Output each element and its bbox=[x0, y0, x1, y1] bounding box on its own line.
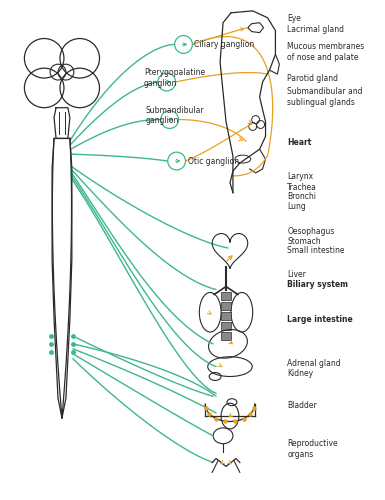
Text: Large intestine: Large intestine bbox=[287, 314, 353, 324]
Text: Bladder: Bladder bbox=[287, 401, 317, 410]
Bar bbox=[221, 292, 231, 300]
Text: Kidney: Kidney bbox=[287, 369, 313, 378]
Text: Oesophagus: Oesophagus bbox=[287, 226, 335, 235]
Text: Otic ganglion: Otic ganglion bbox=[189, 156, 239, 166]
Text: Small intestine: Small intestine bbox=[287, 246, 345, 256]
Bar bbox=[221, 332, 231, 340]
Text: Trachea: Trachea bbox=[287, 182, 317, 192]
Text: Stomach: Stomach bbox=[287, 236, 321, 246]
Text: Bronchi: Bronchi bbox=[287, 192, 316, 201]
Text: Eye
Lacrimal gland: Eye Lacrimal gland bbox=[287, 14, 344, 34]
Text: Lung: Lung bbox=[287, 202, 306, 211]
Text: Liver: Liver bbox=[287, 270, 306, 279]
Text: Ciliary ganglion: Ciliary ganglion bbox=[194, 40, 254, 49]
Bar bbox=[221, 322, 231, 330]
Text: Pterygopalatine
ganglion: Pterygopalatine ganglion bbox=[144, 68, 205, 87]
Bar bbox=[221, 302, 231, 310]
Bar bbox=[221, 312, 231, 320]
Text: Heart: Heart bbox=[287, 138, 312, 147]
Text: Mucous membranes
of nose and palate: Mucous membranes of nose and palate bbox=[287, 42, 365, 62]
Text: Larynx: Larynx bbox=[287, 172, 313, 182]
Text: Biliary system: Biliary system bbox=[287, 280, 348, 289]
Text: Reproductive
organs: Reproductive organs bbox=[287, 439, 338, 458]
Text: Adrenal gland: Adrenal gland bbox=[287, 359, 341, 368]
Text: Submandibular
ganglion: Submandibular ganglion bbox=[146, 106, 204, 126]
Text: Submandibular and
sublingual glands: Submandibular and sublingual glands bbox=[287, 87, 363, 106]
Text: Parotid gland: Parotid gland bbox=[287, 74, 338, 82]
